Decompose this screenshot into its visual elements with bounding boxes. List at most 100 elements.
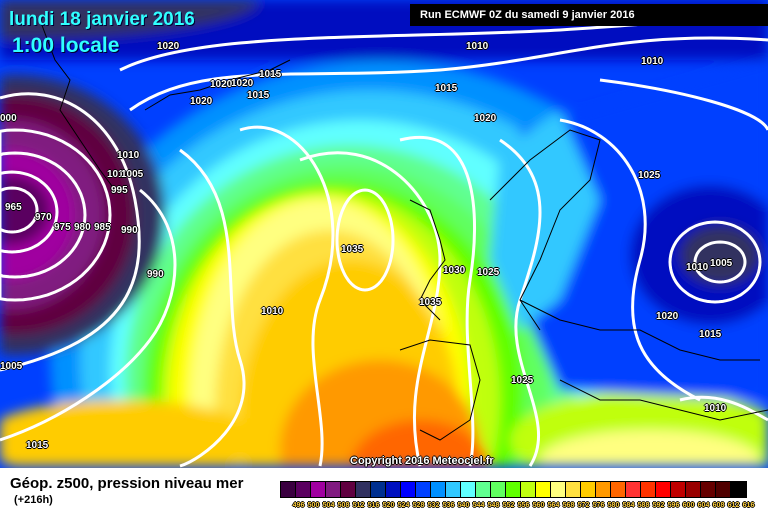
height-band — [540, 430, 760, 466]
legend-swatch — [611, 482, 626, 497]
coastline — [519, 299, 760, 361]
legend-tick-label: 608 — [712, 502, 725, 509]
isobar — [0, 170, 59, 254]
legend-tick-label: 588 — [637, 502, 650, 509]
legend-swatch — [626, 482, 641, 497]
weather-map: 1020 1010 1010 1015 1020 1020 1015 1020 … — [0, 0, 768, 468]
isobar — [299, 151, 442, 467]
legend-swatch — [506, 482, 521, 497]
height-band — [350, 420, 490, 466]
legend-swatch — [521, 482, 536, 497]
coastline — [39, 19, 116, 191]
isobar — [0, 151, 87, 279]
legend-swatch — [401, 482, 416, 497]
legend-tick-label: 544 — [472, 502, 485, 509]
isobar-label: 1020 — [231, 78, 254, 89]
isobar-label: 1015 — [699, 329, 722, 340]
isobar-label: 000 — [0, 113, 17, 124]
legend-ticks: 496 500 504 508 512 516 520 524 528 532 536 540 544 5… — [291, 501, 756, 510]
legend-tick-label: 532 — [427, 502, 440, 509]
legend-tick-label: 496 — [292, 502, 305, 509]
legend-swatch — [581, 482, 596, 497]
isobar-label: 1015 — [435, 83, 458, 94]
isobar — [679, 395, 768, 422]
isobar-label: 1010 — [117, 150, 140, 161]
legend-swatch — [701, 482, 716, 497]
isobar — [179, 148, 246, 468]
legend-swatch — [431, 482, 446, 497]
legend-tick-label: 536 — [442, 502, 455, 509]
isobar-label: 1020 — [190, 96, 213, 107]
isobar-label: 980 — [74, 222, 91, 233]
legend-swatch — [566, 482, 581, 497]
isobar-label: 101 — [107, 169, 124, 180]
legend-swatch — [311, 482, 326, 497]
legend-tick-label: 576 — [592, 502, 605, 509]
legend-tick-label: 504 — [322, 502, 335, 509]
legend-swatch — [386, 482, 401, 497]
isobar — [0, 92, 141, 372]
legend-tick-label: 516 — [367, 502, 380, 509]
isobar-label: 1025 — [511, 375, 534, 386]
legend-tick-label: 604 — [697, 502, 710, 509]
legend-tick-label: 584 — [622, 502, 635, 509]
height-band — [0, 175, 50, 245]
isobar — [0, 186, 39, 234]
legend-tick-label: 512 — [352, 502, 365, 509]
isobar-label: 985 — [94, 222, 111, 233]
forecast-time: 1:00 locale — [12, 34, 120, 57]
legend-tick-label: 528 — [412, 502, 425, 509]
isobar-label: 1010 — [261, 306, 284, 317]
legend-tick-label: 548 — [487, 502, 500, 509]
isobar — [239, 125, 335, 467]
coastline — [409, 199, 446, 321]
legend-tick-label: 520 — [382, 502, 395, 509]
run-info: Run ECMWF 0Z du samedi 9 janvier 2016 — [410, 4, 768, 26]
isobar-label: 1010 — [704, 403, 727, 414]
isobar — [129, 36, 768, 112]
isobar-label: 990 — [121, 225, 138, 236]
isobar-label: 1015 — [259, 69, 282, 80]
isobar-label: 995 — [111, 185, 128, 196]
height-band — [680, 225, 760, 285]
isobar-label: 1010 — [686, 262, 709, 273]
isobar-label: 975 — [54, 222, 71, 233]
isobar-label: 1020 — [656, 311, 679, 322]
legend-swatch — [296, 482, 311, 497]
isobar-label: 970 — [35, 212, 52, 223]
coastlines — [39, 19, 768, 441]
isobar-label: 1020 — [210, 79, 233, 90]
isobar — [0, 128, 112, 302]
isobar-label: 1025 — [638, 170, 661, 181]
legend-swatch — [461, 482, 476, 497]
legend-swatch — [671, 482, 686, 497]
lead-time: (+216h) — [14, 494, 53, 506]
legend-swatch — [731, 482, 746, 497]
legend-swatch — [341, 482, 356, 497]
isobar-label: 1025 — [477, 267, 500, 278]
isobar-label: 990 — [147, 269, 164, 280]
legend-tick-label: 596 — [667, 502, 680, 509]
legend-tick-label: 556 — [517, 502, 530, 509]
height-band — [0, 400, 260, 466]
height-band — [0, 0, 260, 40]
legend-swatch — [446, 482, 461, 497]
legend-tick-label: 600 — [682, 502, 695, 509]
legend-swatch — [641, 482, 656, 497]
isobar-label: 965 — [5, 202, 22, 213]
isobar — [668, 220, 762, 304]
isobar-label: 1035 — [419, 297, 442, 308]
legend-swatch — [536, 482, 551, 497]
isobar-label: 1010 — [641, 56, 664, 67]
legend-tick-label: 552 — [502, 502, 515, 509]
legend-swatch — [476, 482, 491, 497]
legend-tick-label: 572 — [577, 502, 590, 509]
isobar — [599, 78, 768, 131]
legend-swatch — [596, 482, 611, 497]
isobar-label: 1015 — [26, 440, 49, 451]
legend-swatch — [326, 482, 341, 497]
legend-swatch — [356, 482, 371, 497]
isobar — [559, 118, 701, 402]
height-band — [490, 110, 600, 330]
isobar-label: 1010 — [466, 41, 489, 52]
